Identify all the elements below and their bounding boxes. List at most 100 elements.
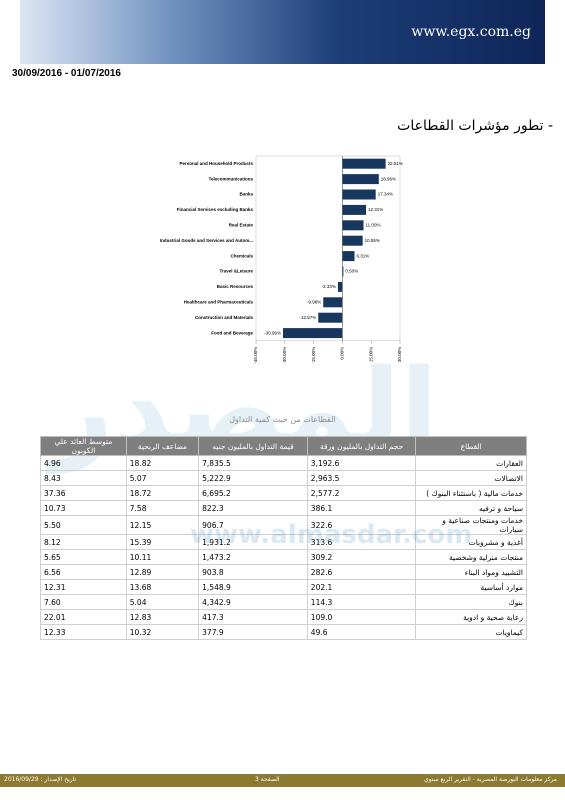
x-tick-label: -30.00% (282, 347, 287, 364)
bar (342, 158, 386, 169)
plot-frame (255, 155, 401, 342)
cell-number: 37.36 (40, 485, 127, 501)
cell-number: 417.3 (198, 609, 308, 625)
cell-sector: الاتصالات (415, 470, 527, 486)
table-row: التشييد ومواد البناء 282.6 903.8 12.89 6.56 (40, 564, 527, 580)
cell-number: 13.68 (125, 579, 200, 595)
bar (282, 328, 343, 339)
sector-table: القطاع حجم التداول بالمليون ورقة قيمة التد… (40, 436, 527, 640)
footer-title: مركز معلومات البورصة المصرية - التقرير ا… (423, 776, 557, 783)
table-row: رعاية صحية و ادوية 109.0 417.3 12.83 22.01 (40, 609, 527, 625)
cell-number: 49.6 (306, 624, 417, 640)
cell-number: 5.07 (125, 470, 200, 486)
issue-date: تاريخ الإصدار : 2016/09/29 (4, 776, 77, 783)
category-label: Industrial Goods and Services and Autom.… (160, 238, 253, 243)
cell-number: 12.33 (40, 624, 127, 640)
cell-number: 7,835.5 (198, 455, 308, 471)
column-header: حجم التداول بالمليون ورقة (306, 436, 417, 456)
bar (323, 297, 343, 308)
table-row: سياحة و ترفيه 386.1 822.3 7.58 10.73 (40, 500, 527, 516)
table-row: العقارات 3,192.6 7,835.5 18.82 4.96 (40, 455, 527, 471)
category-label: Travel &Leisure (219, 269, 253, 274)
cell-number: 4.96 (40, 455, 127, 471)
cell-number: 822.3 (198, 500, 308, 516)
cell-number: 109.0 (306, 609, 417, 625)
x-tick-label: 30.00% (397, 347, 402, 362)
value-label: -9.98% (307, 299, 321, 304)
cell-number: 7.60 (40, 594, 127, 610)
cell-number: 202.1 (306, 579, 417, 595)
table-row: بنوك 114.3 4,342.9 5.04 7.60 (40, 594, 527, 610)
cell-number: 4,342.9 (198, 594, 308, 610)
cell-number: 1,548.9 (198, 579, 308, 595)
cell-number: 309.2 (306, 549, 417, 565)
cell-sector: سياحة و ترفيه (415, 500, 527, 516)
cell-sector: كيماويات (415, 624, 527, 640)
value-label: 18.96% (381, 176, 396, 181)
cell-sector: العقارات (415, 455, 527, 471)
cell-number: 12.83 (125, 609, 200, 625)
column-header: مضاعف الربحية (125, 436, 200, 456)
cell-number: 18.82 (125, 455, 200, 471)
footer: مركز معلومات البورصة المصرية - التقرير ا… (0, 774, 565, 787)
value-label: 22.51% (388, 161, 403, 166)
cell-number: 377.9 (198, 624, 308, 640)
bar (342, 174, 379, 185)
category-label: Telecommunications (209, 176, 254, 181)
page-number: الصفحة 3 (255, 776, 280, 783)
cell-number: 7.58 (125, 500, 200, 516)
category-label: Personal and Household Products (179, 161, 253, 166)
category-label: Financial Services excluding Banks (177, 207, 254, 212)
cell-sector: بنوك (415, 594, 527, 610)
cell-number: 5.50 (40, 515, 127, 535)
bar (342, 189, 376, 200)
table-title: القطاعات من حيث كمية التداول (229, 415, 336, 424)
table-row: خدمات مالية ( باستثناء البنوك ) 2,577.2 6,… (40, 485, 527, 501)
cell-number: 10.32 (125, 624, 200, 640)
bar (342, 204, 367, 215)
value-label: -12.57% (299, 315, 316, 320)
cell-number: 5.65 (40, 549, 127, 565)
watermark-url: www.almasdar.com (190, 520, 473, 550)
bar (318, 312, 343, 323)
cell-sector: رعاية صحية و ادوية (415, 609, 527, 625)
column-header: متوسط العائد علي الكوبون (40, 436, 127, 456)
table-row: كيماويات 49.6 377.9 10.32 12.33 (40, 624, 527, 640)
bar (342, 251, 355, 262)
cell-number: 114.3 (306, 594, 417, 610)
category-label: Construction and Materials (195, 315, 254, 320)
chart: -45.00% -30.00% -15.00% 0.00% 15.00% 30.00% Pe… (160, 155, 403, 364)
category-label: Chemicals (230, 253, 253, 258)
value-label: 6.31% (357, 253, 370, 258)
cell-number: 5.04 (125, 594, 200, 610)
table-row: خدمات ومنتجات صناعية و سيارات 322.6 906.7 1… (40, 515, 527, 535)
category-label: Banks (239, 192, 253, 197)
cell-number: 15.39 (125, 534, 200, 550)
column-header: القطاع (415, 436, 527, 456)
table-row: منتجات منزلية وشخصية 309.2 1,473.2 10.11 5.6… (40, 549, 527, 565)
cell-sector: منتجات منزلية وشخصية (415, 549, 527, 565)
table-row: موارد أساسية 202.1 1,548.9 13.68 12.31 (40, 579, 527, 595)
cell-sector: التشييد ومواد البناء (415, 564, 527, 580)
cell-number: 5,222.9 (198, 470, 308, 486)
x-tick-label: -45.00% (253, 347, 258, 364)
cell-number: 18.72 (125, 485, 200, 501)
value-label: -30.96% (264, 330, 281, 335)
bar (337, 281, 343, 292)
cell-sector: موارد أساسية (415, 579, 527, 595)
cell-number: 12.89 (125, 564, 200, 580)
cell-number: 386.1 (306, 500, 417, 516)
category-label: Real Estate (229, 222, 254, 227)
value-label: 11.00% (366, 222, 381, 227)
header-row: القطاع حجم التداول بالمليون ورقة قيمة التد… (40, 436, 527, 456)
value-label: 10.55% (365, 238, 380, 243)
category-label: Healthcare and Pharmaceuticals (184, 299, 254, 304)
date-range: 30/09/2016 - 01/07/2016 (12, 68, 121, 79)
cell-number: 10.11 (125, 549, 200, 565)
value-label: 12.31% (368, 207, 383, 212)
cell-number: 6,695.2 (198, 485, 308, 501)
cell-number: 2,577.2 (306, 485, 417, 501)
section-title: - تطور مؤشرات القطاعات (397, 118, 553, 134)
category-label: Food and Beverage (211, 330, 253, 335)
value-label: -2.33% (322, 284, 336, 289)
